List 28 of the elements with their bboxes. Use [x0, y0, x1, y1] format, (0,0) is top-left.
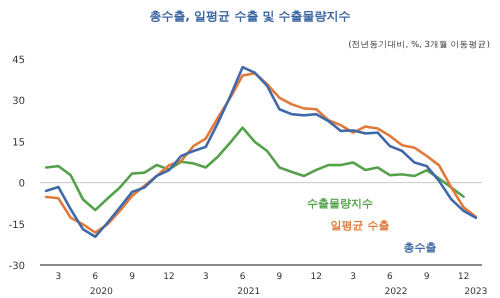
- x-tick-label: 9: [424, 272, 430, 282]
- text: 2022: [384, 287, 408, 297]
- x-tick-label: 3: [350, 272, 356, 282]
- chart-title: 총수출, 일평균 수출 및 수출물량지수: [149, 9, 351, 23]
- chart-subtitle: (전년동기대비, %, 3개월 이동평균): [348, 40, 490, 50]
- y-tick-label: -15: [8, 220, 25, 231]
- x-tick-label: 6: [240, 272, 246, 282]
- text: 총수출: [404, 241, 436, 254]
- x-tick-label: 12: [163, 272, 175, 282]
- x-tick-label: 9: [129, 272, 136, 282]
- x-tick-label: 3: [202, 272, 209, 282]
- y-tick-label: 0: [18, 178, 25, 190]
- text: 일평균 수출: [330, 219, 390, 232]
- y-tick-label: 30: [12, 96, 25, 108]
- text: 2023: [464, 287, 488, 297]
- y-tick-label: 45: [12, 55, 25, 66]
- y-tick-label: 15: [12, 137, 25, 148]
- y-tick-label: -30: [8, 261, 25, 272]
- series-label: 수출물량지수: [307, 197, 373, 210]
- x-tick-label: 6: [92, 272, 98, 282]
- text: 2021: [237, 287, 260, 297]
- x-tick-label: 12: [458, 272, 470, 282]
- x-tick-label: 12: [310, 272, 322, 282]
- x-tick-label: 3: [56, 272, 62, 282]
- x-tick-label: 6: [387, 272, 394, 282]
- x-tick-label: 9: [276, 272, 283, 282]
- line-series: [44, 126, 465, 212]
- text: 2020: [90, 287, 114, 297]
